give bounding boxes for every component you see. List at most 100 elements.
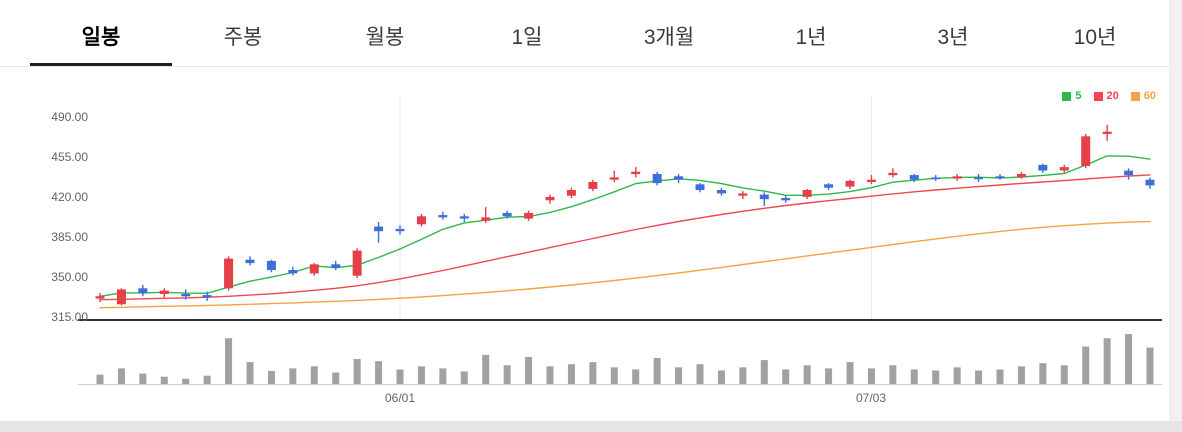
page-edge-right: [1169, 0, 1182, 432]
volume-bar: [1146, 347, 1154, 384]
volume-bar: [589, 362, 597, 384]
candle-body: [845, 180, 855, 187]
y-axis-tick: 385.00: [51, 230, 88, 244]
ma-legend: 5 20 60: [1062, 90, 1156, 102]
volume-bar: [632, 369, 640, 384]
volume-bar: [1017, 366, 1025, 384]
candle-body: [524, 212, 534, 219]
volume-bar: [567, 364, 575, 384]
volume-bar: [610, 367, 618, 384]
candle-body: [95, 296, 105, 299]
y-axis-tick: 455.00: [51, 150, 88, 164]
candle-body: [266, 260, 276, 270]
candle-body: [309, 264, 319, 274]
volume-bar: [267, 371, 275, 384]
candle-body: [566, 190, 576, 196]
tab-1year[interactable]: 1년: [795, 26, 827, 49]
candle-body: [738, 193, 748, 196]
volume-bar: [910, 369, 918, 384]
volume-bar: [975, 370, 983, 384]
x-axis-label: 07/03: [855, 391, 887, 405]
volume-bar: [1125, 334, 1133, 384]
candle-body: [1038, 164, 1048, 171]
tab-weekly[interactable]: 주봉: [223, 26, 263, 49]
volume-bar: [803, 365, 811, 384]
volume-bar: [332, 372, 340, 384]
volume-bar: [417, 366, 425, 384]
volume-bar: [739, 367, 747, 384]
ma-line-ma20: [99, 174, 1151, 301]
candle-body: [609, 177, 619, 180]
volume-bar: [996, 369, 1004, 384]
candle-body: [438, 215, 448, 218]
candle-body: [866, 179, 876, 182]
candle-body: [138, 288, 148, 293]
candle-body: [1016, 174, 1026, 178]
volume-bar: [203, 375, 211, 384]
volume-bar: [546, 366, 554, 384]
candle-body: [931, 177, 941, 180]
y-axis-tick: 490.00: [51, 110, 88, 124]
volume-bar: [782, 369, 790, 384]
candle-body: [481, 217, 491, 221]
tab-3years[interactable]: 3년: [937, 26, 969, 49]
ma-line-ma60: [99, 220, 1151, 309]
volume-bar: [825, 368, 833, 384]
candle-body: [1102, 131, 1112, 134]
candle-body: [652, 174, 662, 184]
volume-bar: [1082, 346, 1090, 384]
tab-3months[interactable]: 3개월: [643, 26, 695, 49]
volume-bar: [525, 356, 533, 384]
legend-ma20: 20: [1093, 90, 1119, 102]
volume-bar: [889, 365, 897, 384]
volume-bar: [953, 367, 961, 384]
ma5-marker-icon: [1062, 91, 1072, 101]
legend-ma60-label: 60: [1143, 90, 1156, 102]
volume-bar: [139, 373, 147, 384]
candle-body: [588, 182, 598, 189]
candle-body: [1124, 170, 1134, 176]
volume-bar: [182, 378, 190, 384]
candle-body: [459, 216, 469, 219]
candle-body: [288, 270, 298, 274]
volume-bar: [289, 368, 297, 384]
candle-body: [331, 264, 341, 268]
candle-body: [824, 184, 834, 188]
volume-bar: [1060, 365, 1068, 384]
candle-body: [416, 216, 426, 225]
tab-10years[interactable]: 10년: [1073, 26, 1117, 49]
candle-body: [631, 171, 641, 174]
candle-body: [395, 228, 405, 232]
tab-monthly[interactable]: 월봉: [365, 26, 405, 49]
x-axis-label: 06/01: [384, 391, 416, 405]
y-axis-tick: 420.00: [51, 190, 88, 204]
volume-bar: [503, 365, 511, 384]
y-axis-tick: 350.00: [51, 270, 88, 284]
volume-bar: [653, 358, 661, 384]
candle-body: [974, 177, 984, 180]
candle-body: [1081, 136, 1091, 166]
candle-body: [159, 290, 169, 294]
ma60-marker-icon: [1130, 91, 1140, 101]
volume-bar: [932, 370, 940, 384]
candle-body: [909, 175, 919, 180]
candle-body: [545, 196, 555, 201]
candle-body: [224, 258, 234, 289]
candle-body: [759, 194, 769, 200]
candle-body: [781, 198, 791, 201]
candle-body: [716, 190, 726, 194]
tab-daily[interactable]: 일봉: [30, 16, 172, 66]
y-axis-tick: 315.00: [51, 310, 88, 324]
candle-body: [674, 176, 684, 180]
volume-bar: [675, 367, 683, 384]
legend-ma5-label: 5: [1075, 90, 1082, 102]
tab-1day[interactable]: 1일: [511, 26, 543, 49]
volume-bar: [396, 369, 404, 384]
ma20-marker-icon: [1093, 91, 1103, 101]
volume-bar: [375, 361, 383, 384]
tabs-separator: [0, 66, 1170, 67]
volume-bar: [246, 362, 254, 384]
candle-body: [116, 289, 126, 305]
ma-line-ma5: [99, 155, 1151, 297]
